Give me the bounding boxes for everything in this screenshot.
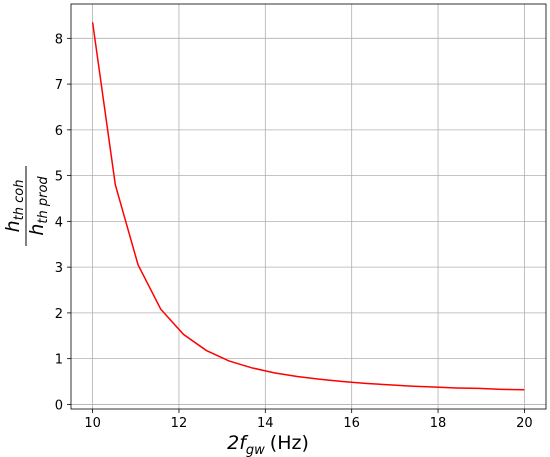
lines <box>91 22 525 391</box>
x-axis-label: 2fgw (Hz) <box>227 432 309 457</box>
y-axis-label: hth coh hth prod <box>2 166 51 246</box>
y-tick-label: 6 <box>55 124 63 139</box>
y-tick-label: 5 <box>55 170 63 185</box>
y-tick-label: 7 <box>55 78 63 93</box>
y-tick-label: 3 <box>55 261 63 276</box>
y-tick-label: 2 <box>55 307 63 322</box>
y-tick-label: 1 <box>55 353 63 368</box>
y-label-numerator: hth coh <box>2 180 27 233</box>
y-label-den-main: h <box>26 224 48 236</box>
x-tick-label: 18 <box>430 416 447 431</box>
x-label-suffix: (Hz) <box>270 432 309 454</box>
y-label-num-main: h <box>2 220 24 232</box>
y-label-den-sub: th prod <box>36 176 51 224</box>
x-label-main: 2f <box>227 432 249 454</box>
x-tick-label: 14 <box>257 416 274 431</box>
grid <box>71 4 546 409</box>
x-tick-label: 10 <box>84 416 101 431</box>
data-line <box>91 22 525 391</box>
x-tick-label: 12 <box>171 416 188 431</box>
y-tick-label: 0 <box>55 398 63 413</box>
y-tick-label: 8 <box>55 32 63 47</box>
y-label-denominator: hth prod <box>26 176 51 236</box>
axes-frame <box>70 3 547 410</box>
y-label-num-sub: th coh <box>12 180 27 221</box>
plot-area <box>71 4 546 409</box>
x-tick-label: 20 <box>516 416 533 431</box>
x-label-sub: gw <box>246 443 265 457</box>
y-tick-label: 4 <box>55 215 63 230</box>
x-tick-label: 16 <box>343 416 360 431</box>
